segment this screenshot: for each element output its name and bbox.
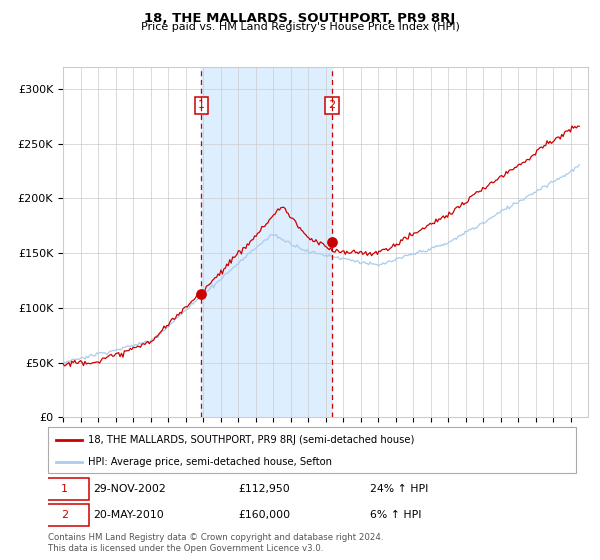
FancyBboxPatch shape	[40, 503, 89, 526]
Text: 2: 2	[61, 510, 68, 520]
Text: 18, THE MALLARDS, SOUTHPORT, PR9 8RJ (semi-detached house): 18, THE MALLARDS, SOUTHPORT, PR9 8RJ (se…	[88, 435, 414, 445]
Text: £160,000: £160,000	[238, 510, 290, 520]
Point	[328, 237, 337, 246]
FancyBboxPatch shape	[48, 427, 576, 473]
Text: 20-MAY-2010: 20-MAY-2010	[93, 510, 164, 520]
Text: 1: 1	[198, 100, 205, 110]
Text: 6% ↑ HPI: 6% ↑ HPI	[370, 510, 422, 520]
Text: 24% ↑ HPI: 24% ↑ HPI	[370, 484, 428, 494]
Text: HPI: Average price, semi-detached house, Sefton: HPI: Average price, semi-detached house,…	[88, 457, 332, 466]
Text: 18, THE MALLARDS, SOUTHPORT, PR9 8RJ: 18, THE MALLARDS, SOUTHPORT, PR9 8RJ	[145, 12, 455, 25]
Text: 2: 2	[329, 100, 336, 110]
Bar	[202, 67, 332, 417]
Point	[197, 289, 206, 298]
Text: £112,950: £112,950	[238, 484, 290, 494]
Text: Contains HM Land Registry data © Crown copyright and database right 2024.
This d: Contains HM Land Registry data © Crown c…	[48, 533, 383, 553]
Text: Price paid vs. HM Land Registry's House Price Index (HPI): Price paid vs. HM Land Registry's House …	[140, 22, 460, 32]
Text: 29-NOV-2002: 29-NOV-2002	[93, 484, 166, 494]
FancyBboxPatch shape	[40, 478, 89, 500]
Text: 1: 1	[61, 484, 68, 494]
